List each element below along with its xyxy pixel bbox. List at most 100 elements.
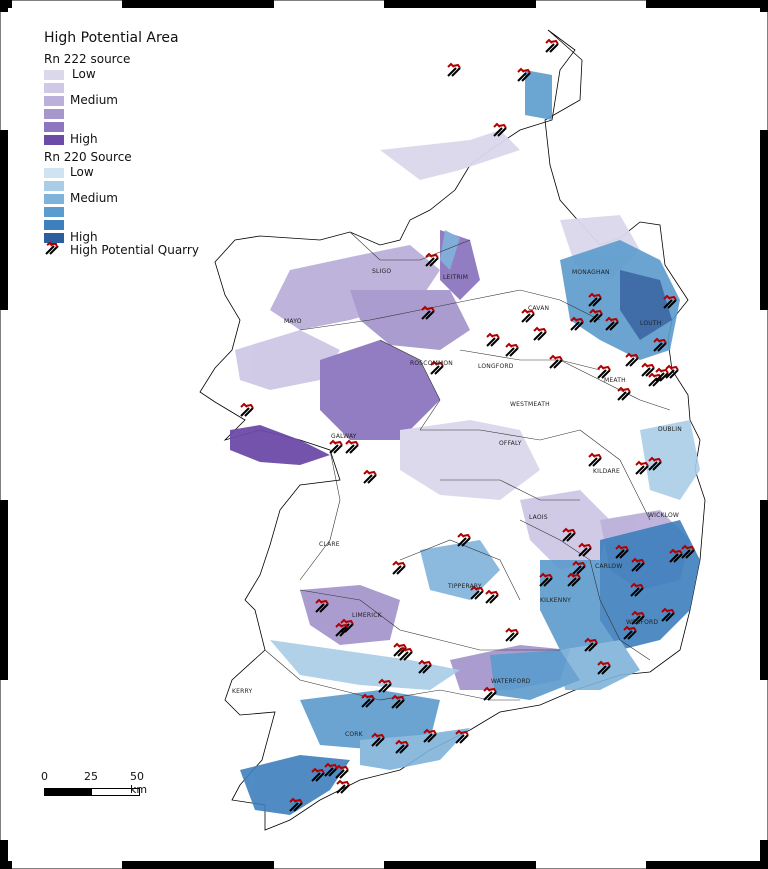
scale-bar: 0 25 50 km: [41, 770, 148, 796]
quarry-marker: [545, 38, 559, 53]
legend-rn222-swatch: [44, 121, 64, 132]
quarry-marker: [425, 252, 439, 267]
legend-rn222-class-1: [44, 81, 214, 94]
quarry-marker: [505, 627, 519, 642]
county-label-laois: LAOIS: [529, 514, 548, 521]
quarry-marker: [399, 646, 413, 661]
legend-rn220-class-2: Medium: [44, 192, 214, 205]
legend-rn220-swatch: [44, 167, 64, 178]
quarry-marker: [630, 582, 644, 597]
quarry-marker: [311, 767, 325, 782]
legend-rn222-class-4: [44, 120, 214, 133]
county-label-offaly: OFFALY: [499, 440, 522, 447]
scale-label-0: 0: [41, 770, 48, 783]
quarry-marker: [485, 589, 499, 604]
legend-rn220-label: High: [70, 230, 98, 244]
quarry-marker: [486, 332, 500, 347]
quarry-marker: [605, 316, 619, 331]
quarry-marker: [423, 728, 437, 743]
legend-rn222-class-0: Low: [44, 68, 214, 81]
legend-title: High Potential Area: [44, 30, 179, 46]
quarry-marker: [378, 678, 392, 693]
quarry-marker: [447, 62, 461, 77]
county-label-sligo: SLIGO: [372, 268, 392, 275]
county-label-tipperary: TIPPERARY: [448, 583, 482, 590]
quarry-marker: [457, 532, 471, 547]
quarry-marker: [315, 598, 329, 613]
quarry-marker: [597, 660, 611, 675]
quarry-marker: [533, 326, 547, 341]
legend-rn222-class-3: [44, 107, 214, 120]
rn220-zones: [240, 70, 700, 815]
quarry-marker: [588, 292, 602, 307]
quarry-marker: [653, 337, 667, 352]
quarry-marker: [588, 452, 602, 467]
hammer-pick-icon: [44, 241, 64, 259]
county-label-roscommon: ROSCOMMON: [410, 360, 453, 367]
county-label-monaghan: MONAGHAN: [572, 269, 610, 276]
quarry-marker: [562, 527, 576, 542]
quarry-marker: [663, 294, 677, 309]
legend-rn220-class-5: High: [44, 231, 214, 244]
quarry-marker: [430, 360, 444, 375]
quarry-marker: [584, 637, 598, 652]
quarry-marker: [493, 122, 507, 137]
quarry-marker: [597, 364, 611, 379]
scale-label-25: 25: [84, 770, 98, 783]
quarry-marker: [395, 739, 409, 754]
legend-rn220-class-4: [44, 218, 214, 231]
scale-label-50: 50 km: [130, 770, 148, 796]
county-label-kildare: KILDARE: [593, 468, 621, 475]
quarry-marker: [655, 367, 669, 382]
legend-rn222-label: Medium: [70, 93, 118, 107]
county-label-limerick: LIMERICK: [352, 612, 382, 619]
quarry-marker: [648, 456, 662, 471]
scale-segment-white: [92, 789, 139, 795]
county-label-cavan: CAVAN: [528, 305, 550, 312]
quarry-marker: [631, 610, 645, 625]
county-label-galway: GALWAY: [331, 433, 357, 440]
quarry-marker: [240, 402, 254, 417]
county-label-mayo: MAYO: [284, 318, 302, 325]
quarry-marker: [361, 693, 375, 708]
quarry-marker: [641, 362, 655, 377]
legend-rn222-swatch: [44, 95, 64, 106]
quarry-marker: [517, 67, 531, 82]
quarry-marker: [589, 308, 603, 323]
quarry-marker: [392, 560, 406, 575]
quarry-marker: [617, 386, 631, 401]
quarry-marker: [470, 585, 484, 600]
county-label-leitrim: LEITRIM: [443, 274, 469, 281]
legend-rn220-swatch: [44, 232, 64, 243]
county-label-wexford: WEXFORD: [626, 619, 659, 626]
legend-rn222-swatch: [44, 69, 64, 80]
quarry-marker: [521, 308, 535, 323]
quarry-marker: [345, 439, 359, 454]
quarry-marker: [505, 342, 519, 357]
legend-rn222-swatch: [44, 108, 64, 119]
quarry-marker: [335, 764, 349, 779]
county-label-kerry: KERRY: [232, 688, 253, 695]
quarry-marker: [625, 352, 639, 367]
quarry-marker: [483, 686, 497, 701]
county-label-louth: LOUTH: [640, 320, 662, 327]
quarry-marker: [615, 544, 629, 559]
legend-rn220-label: Low: [70, 165, 94, 179]
quarry-marker: [631, 557, 645, 572]
legend-rn220-label: Medium: [70, 191, 118, 205]
legend-rn222-label: High: [70, 132, 98, 146]
quarry-marker: [324, 762, 338, 777]
legend-rn222-title: Rn 222 source: [44, 52, 131, 66]
quarry-marker: [539, 572, 553, 587]
county-label-waterford: WATERFORD: [491, 678, 531, 685]
county-label-cork: CORK: [345, 731, 363, 738]
quarry-marker: [335, 622, 349, 637]
quarry-marker: [418, 659, 432, 674]
quarry-marker: [570, 316, 584, 331]
quarry-marker: [329, 439, 343, 454]
county-label-wicklow: WICKLOW: [648, 512, 680, 519]
rn222-zones: [230, 130, 690, 690]
legend-rn222-label: Low: [72, 67, 96, 81]
